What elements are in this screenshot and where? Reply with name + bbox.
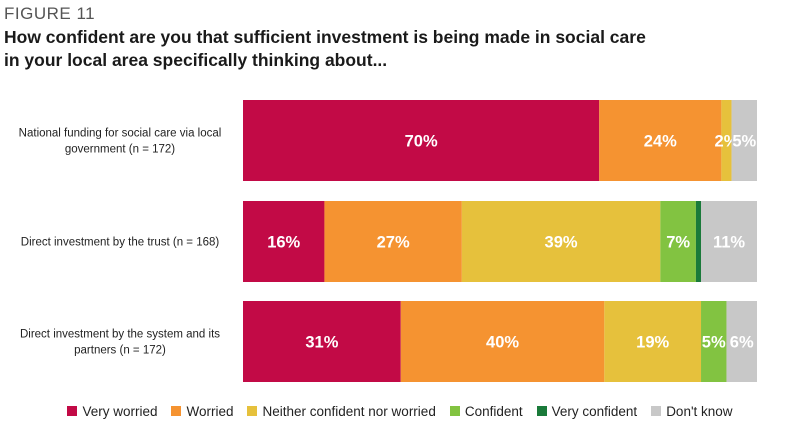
bar-segment-worried <box>599 100 722 181</box>
bar-segment-worried <box>400 301 605 382</box>
bar-segment-neither-confident-nor-worried <box>461 201 661 282</box>
legend-label: Neither confident nor worried <box>262 403 436 419</box>
legend-item-very-worried: Very worried <box>67 401 157 421</box>
legend-item-neither-confident-nor-worried: Neither confident nor worried <box>247 401 436 421</box>
bar-segment-confident <box>701 301 727 382</box>
legend-label: Very confident <box>551 403 638 419</box>
legend-swatch <box>651 406 662 416</box>
bar-segment-don-t-know <box>731 100 757 181</box>
category-label: Direct investment by the system and its p… <box>20 329 220 357</box>
data-label: 70% <box>405 133 438 151</box>
legend-item-confident: Confident <box>449 401 523 421</box>
legend-swatch <box>449 406 460 416</box>
category-label: Direct investment by the trust (n = 168) <box>21 237 220 249</box>
legend-item-don-t-know: Don't know <box>651 401 733 421</box>
figure-label: FIGURE 11 <box>4 4 96 23</box>
data-label: 16% <box>267 234 300 252</box>
legend-label: Worried <box>186 403 234 419</box>
legend-item-worried: Worried <box>171 401 233 421</box>
category-label-line: partners (n = 172) <box>74 345 166 357</box>
bar-segment-don-t-know <box>726 301 757 382</box>
legend-item-very-confident: Very confident <box>536 401 638 421</box>
bar-segment-very-confident <box>695 201 702 282</box>
bar-segment-confident <box>660 201 696 282</box>
bar-segment-very-worried <box>243 201 325 282</box>
category-label-line: government (n = 172) <box>65 144 175 156</box>
data-label: 40% <box>486 334 519 352</box>
bar-segment-neither-confident-nor-worried <box>604 301 702 382</box>
data-label: 19% <box>636 334 669 352</box>
legend-swatch <box>67 406 78 416</box>
legend-label: Very worried <box>82 403 158 419</box>
data-label: 24% <box>644 133 677 151</box>
data-label: 11% <box>713 234 745 252</box>
data-label: 31% <box>305 334 338 352</box>
category-label: National funding for social care via loc… <box>19 128 222 156</box>
bar-segment-very-worried <box>243 100 600 181</box>
category-label-line: Direct investment by the system and its <box>20 329 220 341</box>
data-label: 5% <box>702 334 726 352</box>
bar-segment-very-worried <box>243 301 401 382</box>
chart-title: How confident are you that sufficient in… <box>4 27 646 70</box>
legend-swatch <box>171 406 182 416</box>
chart-legend: Very worried Worried Neither confident nor… <box>0 401 800 421</box>
bar-segment-worried <box>324 201 462 282</box>
legend-swatch <box>247 406 258 416</box>
category-label-line: National funding for social care via loc… <box>19 128 222 140</box>
category-label-line: Direct investment by the trust (n = 168) <box>21 237 220 249</box>
legend-label: Confident <box>464 403 523 419</box>
data-label: 5% <box>732 133 756 151</box>
legend-swatch <box>536 406 547 416</box>
data-label: 39% <box>545 234 578 252</box>
bar-segment-don-t-know <box>701 201 757 282</box>
data-label: 6% <box>730 334 754 352</box>
data-label: 27% <box>377 234 410 252</box>
legend-label: Don't know <box>666 403 733 419</box>
stacked-bar-chart: National funding for social care via loc… <box>19 100 757 382</box>
data-label: 7% <box>666 234 690 252</box>
bar-segment-neither-confident-nor-worried <box>721 100 732 181</box>
